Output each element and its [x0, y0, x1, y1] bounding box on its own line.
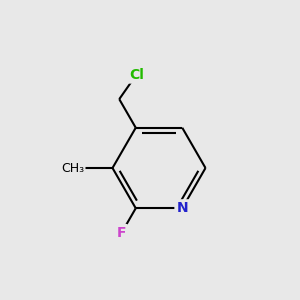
Text: F: F	[117, 226, 126, 240]
Text: CH₃: CH₃	[61, 161, 84, 175]
Text: N: N	[176, 201, 188, 215]
Text: Cl: Cl	[129, 68, 144, 82]
